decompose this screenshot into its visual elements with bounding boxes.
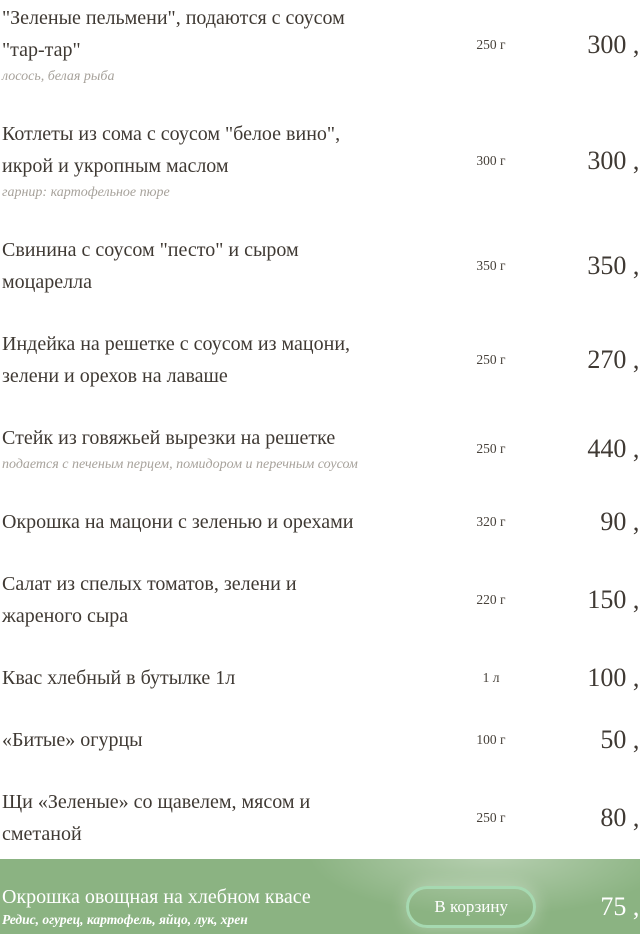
dish-note: подается с печеным перцем, помидором и п…	[2, 457, 358, 472]
dish-title: «Битые» огурцы	[2, 729, 143, 751]
dish-title: "Зеленые пельмени", подаются с соусом "т…	[2, 7, 345, 61]
dish-text: Щи «Зеленые» со щавелем, мясом и сметано…	[2, 786, 446, 850]
dish-title: Стейк из говяжьей вырезки на решетке	[2, 427, 336, 449]
dish-text: Стейк из говяжьей вырезки на решетке под…	[2, 422, 446, 476]
menu-item-row: Квас хлебный в бутылке 1л 1 л 100 ,-	[2, 662, 640, 694]
dish-text: Окрошка на мацони с зеленью и орехами	[2, 506, 446, 538]
dish-title: Свинина с соусом "песто" и сыром моцарел…	[2, 239, 299, 293]
dish-weight: 250 г	[476, 441, 506, 456]
highlighted-dish-note: Редис, огурец, картофель, яйцо, лук, хре…	[2, 912, 248, 927]
dish-title: Щи «Зеленые» со щавелем, мясом и сметано…	[2, 791, 311, 845]
dish-text: «Битые» огурцы	[2, 724, 446, 756]
dish-text: Салат из спелых томатов, зелени и жарено…	[2, 568, 446, 632]
dish-text: Котлеты из сома с соусом "белое вино", и…	[2, 118, 446, 204]
dish-weight: 300 г	[476, 153, 506, 168]
dish-price: 80 ,-	[600, 803, 640, 832]
dish-text: Индейка на решетке с соусом из мацони, з…	[2, 328, 446, 392]
highlighted-item-bar: Окрошка овощная на хлебном квасе Редис, …	[0, 859, 640, 934]
dish-price: 300 ,-	[587, 146, 640, 175]
dish-weight: 100 г	[476, 732, 506, 747]
dish-title: Котлеты из сома с соусом "белое вино", и…	[2, 123, 341, 177]
dish-price: 50 ,-	[600, 725, 640, 754]
dish-price: 440 ,-	[587, 434, 640, 463]
dish-weight: 320 г	[476, 514, 506, 529]
dish-title: Салат из спелых томатов, зелени и жарено…	[2, 573, 297, 627]
dish-weight: 220 г	[476, 592, 506, 607]
menu-list: "Зеленые пельмени", подаются с соусом "т…	[2, 2, 640, 850]
dish-weight: 250 г	[476, 352, 506, 367]
dish-price: 150 ,-	[587, 585, 640, 614]
menu-item-row: Свинина с соусом "песто" и сыром моцарел…	[2, 234, 640, 298]
dish-text: Свинина с соусом "песто" и сыром моцарел…	[2, 234, 446, 298]
dish-price: 350 ,-	[587, 251, 640, 280]
add-to-cart-button[interactable]: В корзину	[406, 886, 536, 928]
dish-weight: 250 г	[476, 37, 506, 52]
dish-text: "Зеленые пельмени", подаются с соусом "т…	[2, 2, 446, 88]
dish-weight: 1 л	[482, 670, 500, 685]
dish-price: 300 ,-	[587, 30, 640, 59]
highlighted-dish-text: Окрошка овощная на хлебном квасе Редис, …	[2, 884, 406, 930]
menu-item-row: Окрошка на мацони с зеленью и орехами 32…	[2, 506, 640, 538]
menu-item-row: Котлеты из сома с соусом "белое вино", и…	[2, 118, 640, 204]
dish-weight: 350 г	[476, 258, 506, 273]
dish-price: 100 ,-	[587, 663, 640, 692]
menu-item-row: "Зеленые пельмени", подаются с соусом "т…	[2, 2, 640, 88]
dish-title: Квас хлебный в бутылке 1л	[2, 667, 236, 689]
dish-price: 270 ,-	[587, 345, 640, 374]
highlighted-dish-title: Окрошка овощная на хлебном квасе	[2, 886, 311, 908]
dish-weight: 250 г	[476, 810, 506, 825]
menu-item-row: Стейк из говяжьей вырезки на решетке под…	[2, 422, 640, 476]
dish-title: Индейка на решетке с соусом из мацони, з…	[2, 333, 351, 387]
menu-item-row: Щи «Зеленые» со щавелем, мясом и сметано…	[2, 786, 640, 850]
dish-note: гарнир: картофельное пюре	[2, 185, 170, 200]
menu-item-row: Индейка на решетке с соусом из мацони, з…	[2, 328, 640, 392]
highlighted-dish-price: 75 ,-	[600, 892, 640, 921]
menu-item-row: Салат из спелых томатов, зелени и жарено…	[2, 568, 640, 632]
dish-note: лосось, белая рыба	[2, 69, 115, 84]
menu-item-row: «Битые» огурцы 100 г 50 ,-	[2, 724, 640, 756]
add-to-cart-button-slot: В корзину	[406, 886, 536, 928]
dish-title: Окрошка на мацони с зеленью и орехами	[2, 511, 354, 533]
dish-text: Квас хлебный в бутылке 1л	[2, 662, 446, 694]
dish-price: 90 ,-	[600, 507, 640, 536]
